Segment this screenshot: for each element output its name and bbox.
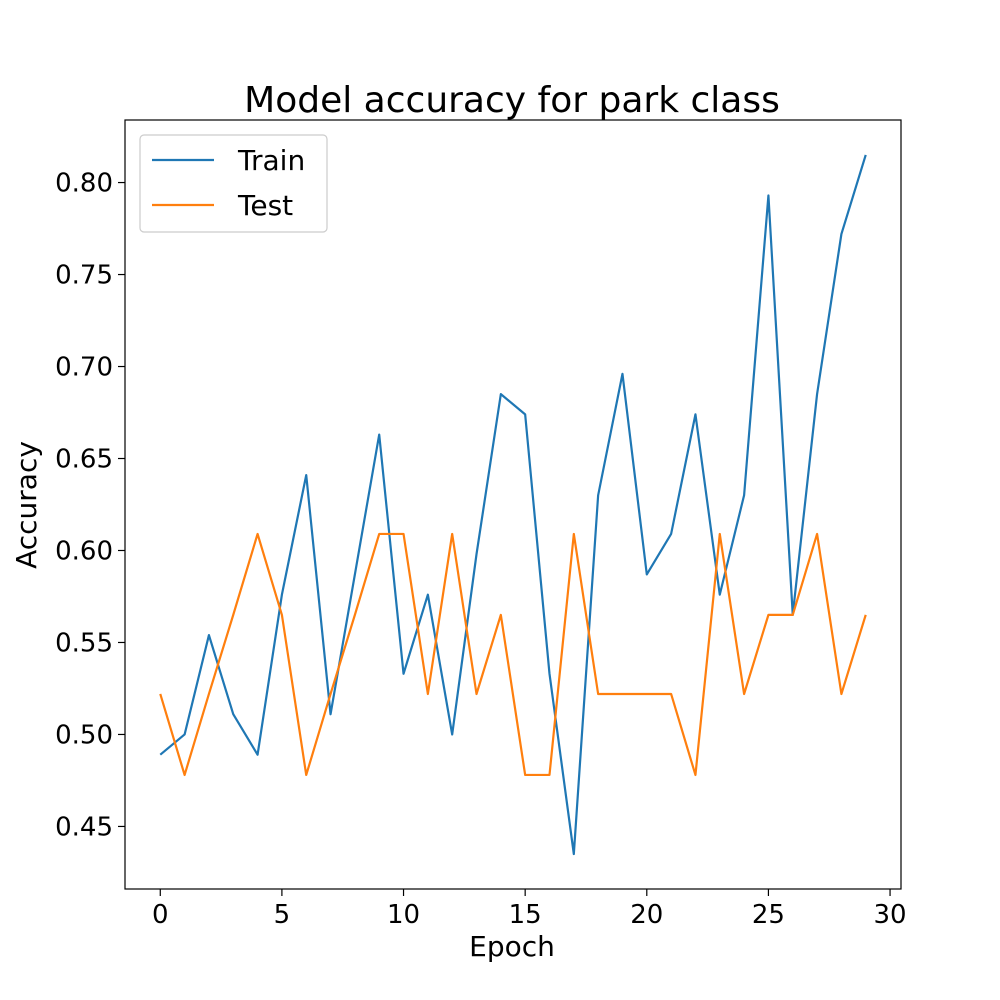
plot-frame (124, 119, 902, 890)
y-tick-label: 0.65 (55, 445, 113, 475)
series-lines (159, 154, 867, 856)
x-axis: 0 5 10 15 20 25 30 (152, 889, 907, 930)
y-tick-label: 0.70 (55, 353, 113, 383)
x-tick-label: 10 (387, 900, 420, 930)
x-tick-label: 30 (874, 900, 907, 930)
y-tick-label: 0.50 (55, 720, 113, 750)
x-tick-label: 0 (152, 900, 169, 930)
series-line-train (159, 154, 867, 856)
legend-label-test: Test (237, 189, 293, 222)
y-tick-label: 0.55 (55, 628, 113, 658)
legend: Train Test (139, 134, 328, 233)
x-tick-label: 15 (509, 900, 542, 930)
y-tick-label: 0.45 (55, 812, 113, 842)
x-tick-label: 5 (274, 900, 291, 930)
y-axis-label: Accuracy (10, 441, 43, 569)
x-tick-label: 20 (630, 900, 663, 930)
y-tick-label: 0.80 (55, 169, 113, 199)
chart-title: Model accuracy for park class (244, 80, 780, 121)
x-tick-label: 25 (752, 900, 785, 930)
y-tick-label: 0.60 (55, 536, 113, 566)
legend-label-train: Train (237, 144, 305, 177)
y-axis: 0.45 0.50 0.55 0.60 0.65 0.70 0.75 0.80 (55, 169, 125, 842)
x-axis-label: Epoch (469, 930, 555, 963)
y-tick-label: 0.75 (55, 261, 113, 291)
series-line-test (159, 532, 867, 777)
